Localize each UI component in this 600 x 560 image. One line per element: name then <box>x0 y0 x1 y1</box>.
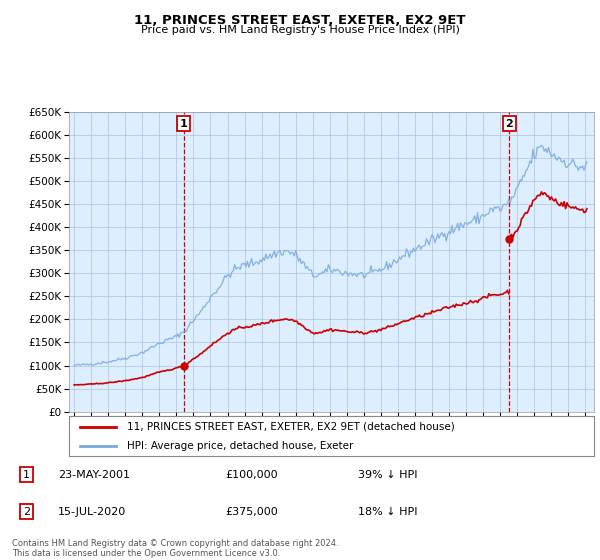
Text: Price paid vs. HM Land Registry's House Price Index (HPI): Price paid vs. HM Land Registry's House … <box>140 25 460 35</box>
Text: HPI: Average price, detached house, Exeter: HPI: Average price, detached house, Exet… <box>127 441 353 450</box>
Text: 15-JUL-2020: 15-JUL-2020 <box>58 507 127 517</box>
Text: 11, PRINCES STREET EAST, EXETER, EX2 9ET: 11, PRINCES STREET EAST, EXETER, EX2 9ET <box>134 14 466 27</box>
Text: 23-MAY-2001: 23-MAY-2001 <box>58 470 130 479</box>
Text: 1: 1 <box>23 470 30 479</box>
Text: 2: 2 <box>23 507 30 517</box>
Text: £100,000: £100,000 <box>225 470 278 479</box>
Text: 18% ↓ HPI: 18% ↓ HPI <box>358 507 417 517</box>
Text: £375,000: £375,000 <box>225 507 278 517</box>
Text: 39% ↓ HPI: 39% ↓ HPI <box>358 470 417 479</box>
Text: 11, PRINCES STREET EAST, EXETER, EX2 9ET (detached house): 11, PRINCES STREET EAST, EXETER, EX2 9ET… <box>127 422 455 432</box>
Text: 1: 1 <box>179 119 187 129</box>
Text: 2: 2 <box>506 119 514 129</box>
Text: Contains HM Land Registry data © Crown copyright and database right 2024.
This d: Contains HM Land Registry data © Crown c… <box>12 539 338 558</box>
